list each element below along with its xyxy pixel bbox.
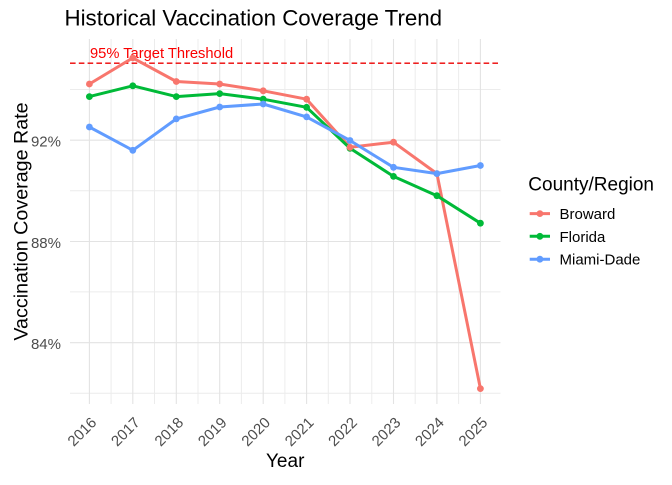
svg-text:Broward: Broward bbox=[560, 206, 616, 223]
svg-text:Miami-Dade: Miami-Dade bbox=[560, 252, 641, 269]
svg-text:County/Region: County/Region bbox=[528, 174, 654, 195]
svg-text:Year: Year bbox=[266, 451, 305, 472]
svg-text:Historical Vaccination Coverag: Historical Vaccination Coverage Trend bbox=[65, 5, 443, 30]
svg-text:Florida: Florida bbox=[560, 229, 607, 246]
svg-text:92%: 92% bbox=[31, 134, 61, 151]
svg-text:88%: 88% bbox=[31, 235, 61, 252]
svg-text:Vaccination Coverage Rate: Vaccination Coverage Rate bbox=[11, 102, 33, 340]
svg-text:95% Target Threshold: 95% Target Threshold bbox=[90, 46, 233, 62]
svg-text:84%: 84% bbox=[31, 336, 61, 353]
